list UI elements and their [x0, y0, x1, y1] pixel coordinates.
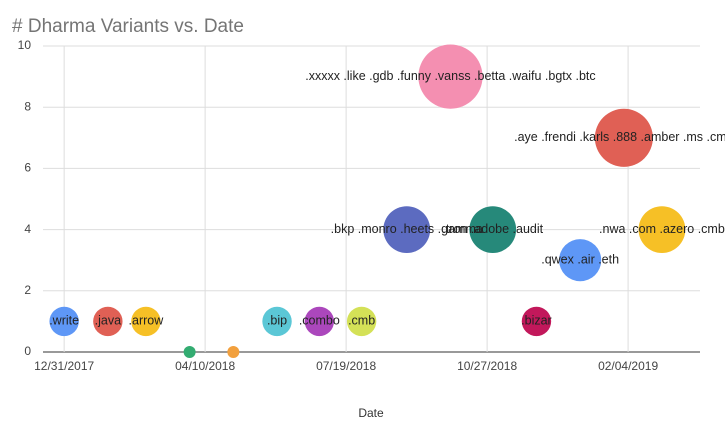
x-axis-title: Date	[358, 406, 384, 420]
y-tick-label: 2	[24, 283, 31, 297]
bubble	[638, 206, 686, 254]
bubble-label: .bkp .monro .heets .gamma	[331, 222, 483, 236]
x-tick-label: 02/04/2019	[598, 359, 658, 373]
bubble-label: .combo	[299, 314, 340, 328]
bubble-label: .xxxxx .like .gdb .funny .vanss .betta .…	[305, 69, 595, 83]
y-tick-label: 0	[24, 344, 31, 358]
bubble-label: .tron .adobe .audit	[442, 222, 543, 236]
x-tick-label: 07/19/2018	[316, 359, 376, 373]
x-tick-label: 04/10/2018	[175, 359, 235, 373]
bubble-label: .java	[95, 314, 121, 328]
bubble	[227, 346, 240, 358]
x-tick-label: 12/31/2017	[34, 359, 94, 373]
bubble	[183, 346, 196, 358]
bubble	[418, 44, 483, 109]
bubble-label: .aye .frendi .karls .888 .amber .ms .cmb	[514, 130, 725, 144]
bubble	[93, 306, 123, 337]
bubble	[383, 206, 431, 254]
y-tick-label: 10	[18, 38, 32, 52]
bubble	[469, 206, 517, 254]
bubble-label: .arrow	[129, 314, 165, 328]
bubble-label: .bip	[267, 314, 287, 328]
y-tick-label: 8	[24, 99, 31, 113]
chart-title: # Dharma Variants vs. Date	[12, 16, 244, 37]
bubble	[521, 306, 552, 337]
bubble	[262, 306, 292, 337]
y-tick-label: 4	[24, 222, 31, 236]
bubble	[131, 306, 161, 337]
bubble-label: .cmb	[348, 314, 375, 328]
bubble-label: .nwa .com .azero .cmb	[599, 222, 725, 236]
bubble	[49, 306, 79, 337]
x-tick-label: 10/27/2018	[457, 359, 517, 373]
bubble	[304, 306, 335, 337]
bubble-label: .qwex .air .eth	[541, 252, 619, 266]
bubble	[594, 108, 653, 167]
bubble-label: .bizar	[521, 314, 552, 328]
bubble	[346, 306, 377, 337]
bubble-label: .write	[49, 314, 79, 328]
y-tick-label: 6	[24, 161, 31, 175]
bubble	[559, 239, 602, 282]
